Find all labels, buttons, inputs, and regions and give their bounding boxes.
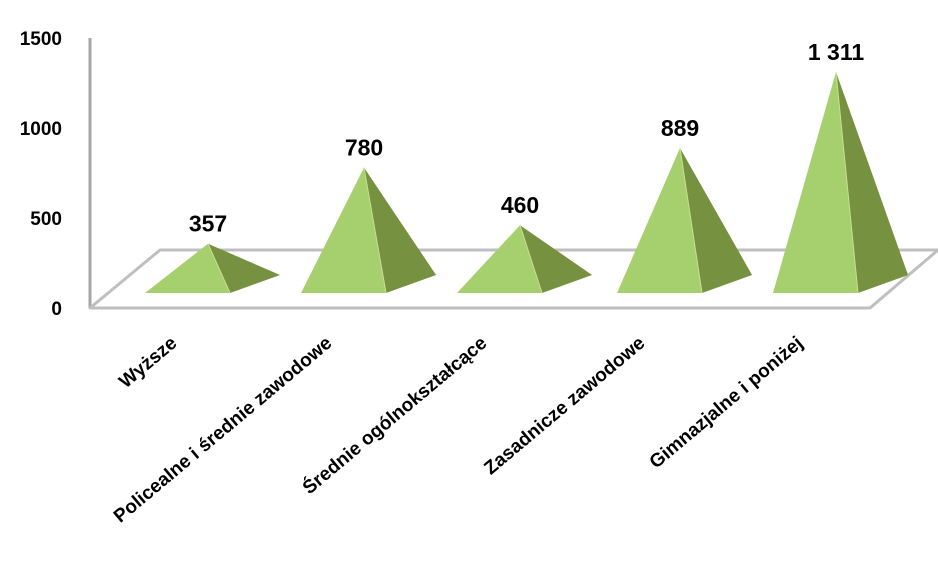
pyramid-edge	[207, 243, 231, 294]
category-label: Wyższe	[115, 333, 181, 393]
y-tick-label: 500	[30, 209, 62, 230]
value-label: 357	[189, 211, 227, 237]
pyramid-edge	[679, 147, 703, 294]
axis-layer: 0 500 1000 1500	[20, 29, 92, 320]
pyramid-side-face	[208, 243, 281, 293]
category-label: Średnie ogólnokształcące	[298, 332, 491, 499]
pyramid-front-face	[773, 72, 859, 294]
pyramid-front-face	[145, 243, 231, 293]
pyramid-side-face	[364, 167, 437, 293]
pyramid-edge	[519, 225, 543, 294]
pyramid-front-face	[617, 147, 703, 293]
value-label: 780	[345, 135, 383, 161]
pyramid-front-face	[301, 167, 387, 293]
value-label: 889	[661, 115, 699, 141]
pyramid-side-face	[836, 72, 909, 294]
pyramid-side-face	[680, 147, 753, 293]
pyramid-bar	[773, 71, 909, 294]
pyramid-bar	[301, 167, 437, 294]
pyramid-side-face	[520, 225, 593, 293]
y-tick-label: 1000	[20, 119, 62, 140]
y-tick-label: 0	[51, 299, 62, 320]
value-label: 1 311	[808, 39, 864, 65]
y-tick-label: 1500	[20, 29, 62, 50]
pyramid-edge	[835, 71, 859, 294]
category-label: Zasadnicze zawodowe	[480, 333, 649, 479]
category-label: Gimnazjalne i poniżej	[646, 333, 808, 473]
pyramid-bar	[145, 243, 281, 294]
pyramid-bar	[617, 147, 753, 294]
value-label: 460	[501, 192, 539, 218]
pyramid-edge	[363, 167, 387, 294]
pyramid-front-face	[457, 225, 543, 293]
pyramid-bar	[457, 225, 593, 294]
bars-layer	[145, 71, 909, 294]
